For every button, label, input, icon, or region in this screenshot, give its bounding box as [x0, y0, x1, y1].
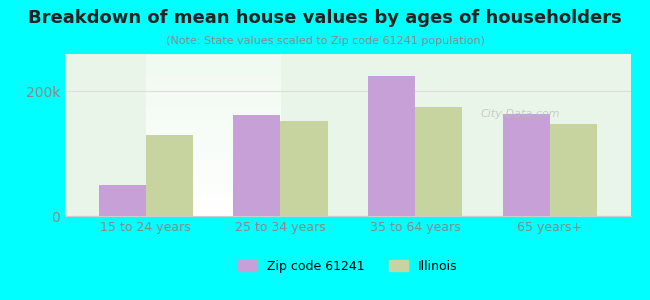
Text: (Note: State values scaled to Zip code 61241 population): (Note: State values scaled to Zip code 6… [166, 36, 484, 46]
Bar [368, 76, 415, 216]
Text: City-Data.com: City-Data.com [480, 109, 560, 119]
Bar [415, 107, 462, 216]
Bar [550, 124, 597, 216]
Legend: Zip code 61241, Illinois: Zip code 61241, Illinois [233, 255, 463, 278]
Text: Breakdown of mean house values by ages of householders: Breakdown of mean house values by ages o… [28, 9, 622, 27]
Bar [233, 115, 280, 216]
Bar [502, 114, 550, 216]
Bar [280, 121, 328, 216]
Bar [99, 185, 146, 216]
Bar [146, 135, 193, 216]
